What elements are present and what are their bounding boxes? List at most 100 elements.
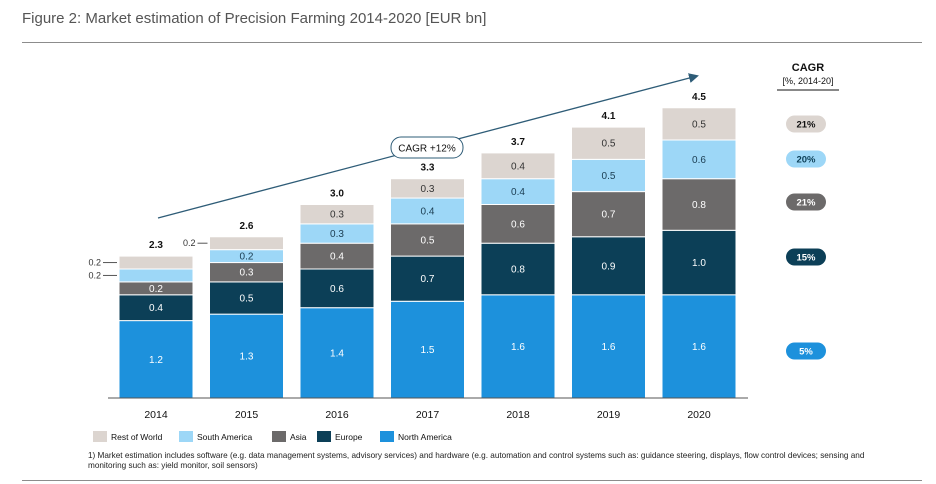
cagr-header: CAGR [%, 2014-20] [777,62,839,91]
legend: Rest of World South America Asia Europe Nort… [93,431,452,442]
bar-total-label: 4.5 [692,92,706,103]
bar-segment-south-america [118,268,194,283]
bar-segment-europe [209,281,284,315]
bar-value-label: 1.3 [240,352,254,363]
bar-value-label: 0.3 [421,184,435,195]
bar-segment-south-america [661,139,737,180]
bar-segment-asia [480,204,556,244]
bar-segment-south-america [390,197,465,225]
bar-value-label: 0.7 [421,274,435,285]
bar-total-label: 4.1 [602,111,616,122]
bar-segment-rest-of-world [209,236,284,251]
bar-value-label: 1.2 [149,355,163,366]
bar-value-label: 0.5 [692,119,706,130]
cagr-badge-asia [786,193,826,211]
x-tick-label: 2020 [687,409,711,421]
bar-segment-north-america [299,307,375,399]
bar-value-label: 0.6 [330,284,344,295]
cagr-header-title: CAGR [792,62,824,74]
bar-value-label: 0.7 [602,210,616,221]
bar-value-label: 1.5 [421,345,435,356]
legend-swatch-rest-of-world [93,431,107,442]
bar-value-label: 1.6 [511,342,525,353]
bar-segment-asia [661,178,737,231]
footnote: 1) Market estimation includes software (… [88,451,865,470]
cagr-badge-rest-of-world [786,115,826,133]
bar-total-label: 2.3 [149,240,163,251]
cagr-arrow-label: CAGR +12% [398,144,456,155]
bar-value-label: 0.3 [330,210,344,221]
x-tick-label: 2018 [506,409,530,421]
cagr-arrow-box [390,136,464,159]
bar-total-label: 3.3 [421,163,435,174]
bar-value-label: 1.4 [330,348,344,359]
cagr-badge-label: 21% [796,120,816,131]
bar-value-label: 0.9 [602,261,616,272]
bar-value-label: 0.4 [511,161,525,172]
bar-value-label: 0.6 [511,219,525,230]
bar-value-label: 0.4 [511,187,525,198]
cagr-badge-europe [786,248,826,266]
bar-segment-europe [571,236,646,296]
figure-title: Figure 2: Market estimation of Precision… [22,10,487,27]
bar-segment-north-america [661,294,737,399]
legend-label: Asia [290,432,307,442]
bar-segment-europe [118,294,194,322]
bar-segment-europe [480,242,556,296]
bar-value-label: 0.6 [692,155,706,166]
bar-segment-asia [571,191,646,238]
cagr-header-subtitle: [%, 2014-20] [782,76,833,86]
x-tick-label: 2016 [325,409,349,421]
legend-swatch-south-america [179,431,193,442]
bar-value-label: 0.4 [421,206,435,217]
cagr-column: 5% 15% 21% 20% 21% [786,115,826,360]
x-tick-label: 2019 [597,409,621,421]
bar-value-label: 0.5 [602,139,616,150]
bar-value-label: 1.6 [602,342,616,353]
bar-value-label: 0.3 [330,229,344,240]
bar-value-label: 0.2 [183,238,196,248]
bar-segment-rest-of-world [661,107,737,141]
bar-segment-rest-of-world [299,204,375,225]
bar-segment-north-america [571,294,646,399]
bar-value-label: 0.3 [240,268,254,279]
bar-segment-europe [299,268,375,309]
legend-swatch-europe [317,431,331,442]
cagr-badge-label: 21% [796,198,816,209]
legend-swatch-north-america [380,431,394,442]
cagr-badge-south-america [786,150,826,168]
legend-label: Rest of World [111,432,163,442]
legend-label: South America [197,432,253,442]
bar-segment-europe [390,255,465,302]
x-tick-label: 2017 [416,409,440,421]
bar-value-label: 0.4 [149,303,163,314]
bar-value-label: 0.5 [602,171,616,182]
bar-segment-north-america [480,294,556,399]
bar-area: 1.2 0.4 0.2 0.2 0.2 2.3 1.3 0.5 0.3 0.2 0.2 2.6 1.4 0… [88,92,737,399]
bar-value-label: 0.5 [240,294,254,305]
x-tick-label: 2015 [235,409,259,421]
cagr-badge-label: 5% [799,347,813,358]
bar-value-label: 0.2 [88,258,101,268]
bar-segment-rest-of-world [118,255,194,270]
cagr-badge-label: 20% [796,155,816,166]
legend-label: Europe [335,432,363,442]
bar-total-label: 3.7 [511,137,525,148]
bar-segment-north-america [209,313,284,399]
bottom-divider [22,480,922,481]
x-tick-label: 2014 [144,409,168,421]
legend-swatch-asia [272,431,286,442]
bar-segment-rest-of-world [480,152,556,180]
bar-value-label: 0.2 [88,270,101,280]
legend-label: North America [398,432,452,442]
bar-value-label: 0.4 [330,252,344,263]
bar-value-label: 1.0 [692,258,706,269]
bar-total-label: 3.0 [330,189,344,200]
bar-segment-rest-of-world [571,126,646,160]
bar-value-label: 0.2 [149,284,163,295]
title-divider [22,42,922,43]
bar-total-label: 2.6 [240,221,254,232]
bar-value-label: 0.8 [511,265,525,276]
bar-segment-asia [299,242,375,270]
